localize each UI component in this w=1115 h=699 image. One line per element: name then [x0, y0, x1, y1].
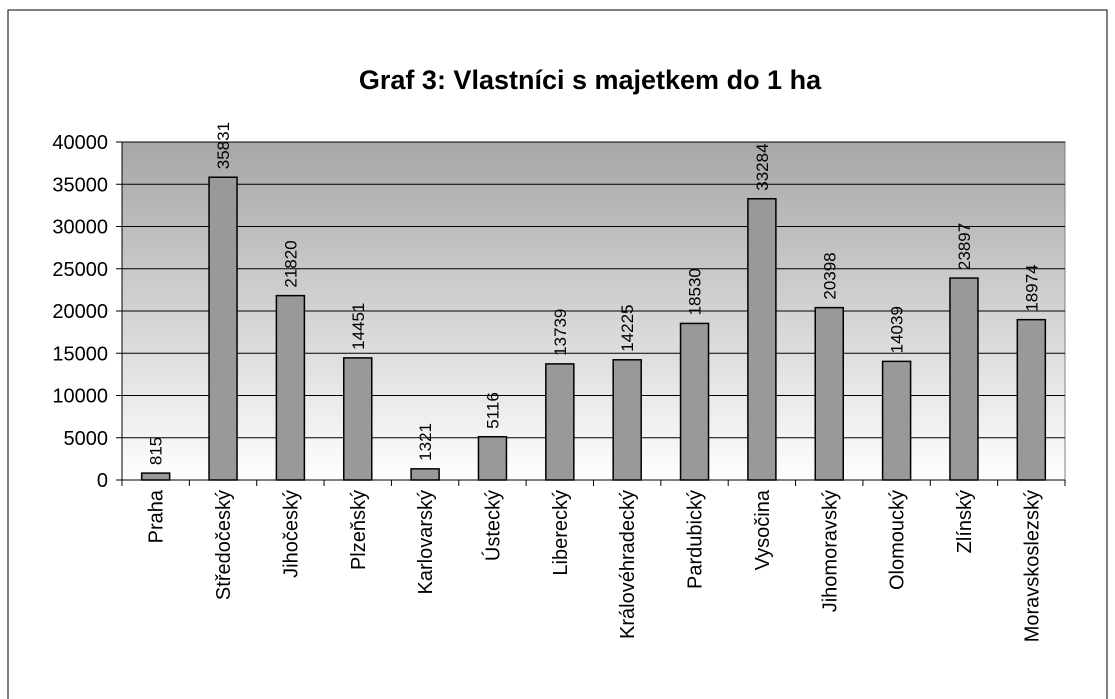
value-label: 14039: [888, 306, 907, 353]
value-label: 1321: [416, 423, 435, 461]
x-tick-label: Praha: [146, 489, 168, 543]
value-label: 13739: [551, 309, 570, 356]
value-label: 815: [147, 437, 166, 465]
x-tick-label: Liberecký: [550, 490, 572, 576]
x-tick-label: Středočeský: [213, 490, 235, 600]
value-label: 14451: [349, 303, 368, 350]
x-tick-label: Ústecký: [481, 490, 504, 561]
y-tick-label: 5000: [64, 428, 109, 450]
bar: [343, 357, 373, 481]
value-label: 23897: [955, 223, 974, 270]
x-tick-label: Zlínský: [954, 490, 976, 553]
value-label: 18974: [1022, 264, 1041, 311]
value-label: 5116: [483, 392, 502, 429]
x-tick-label: Jihočeský: [280, 490, 302, 578]
value-label: 18530: [686, 268, 705, 315]
bar: [679, 322, 710, 481]
chart-title: Graf 3: Vlastníci s majetkem do 1 ha: [359, 65, 822, 95]
bar: [814, 306, 844, 481]
bar: [949, 277, 979, 481]
bar: [747, 198, 777, 481]
y-tick-label: 25000: [52, 259, 108, 281]
y-tick-label: 35000: [52, 174, 108, 196]
value-label: 33284: [753, 143, 772, 190]
bar: [881, 360, 912, 481]
value-label: 14225: [618, 305, 637, 352]
y-tick-label: 15000: [52, 343, 108, 365]
x-tick-label: Jihomoravský: [819, 490, 841, 612]
x-tick-label: Moravskoslezský: [1021, 490, 1043, 642]
x-tick-label: Vysočina: [752, 489, 774, 570]
bar: [545, 363, 575, 481]
x-tick-label: Plzeňský: [348, 490, 370, 570]
bar: [1016, 318, 1047, 481]
bar: [140, 472, 171, 481]
x-tick-label: Pardubický: [685, 490, 707, 589]
y-tick-label: 20000: [52, 301, 108, 323]
chart-frame: [7, 9, 1108, 699]
x-tick-label: Královéhradecký: [617, 490, 639, 639]
y-tick-label: 10000: [52, 386, 108, 408]
value-label: 35831: [214, 122, 233, 169]
bar: [410, 468, 440, 481]
y-tick-label: 40000: [52, 132, 108, 154]
x-tick-label: Olomoucký: [887, 490, 909, 590]
bar: [612, 359, 642, 481]
x-tick-label: Karlovarský: [415, 490, 437, 594]
bar: [477, 436, 508, 481]
y-tick-label: 30000: [52, 217, 108, 239]
bar: [208, 176, 238, 481]
y-tick-label: 0: [97, 470, 108, 492]
bar: [275, 294, 306, 481]
value-label: 20398: [820, 252, 839, 299]
value-label: 21820: [281, 240, 300, 287]
